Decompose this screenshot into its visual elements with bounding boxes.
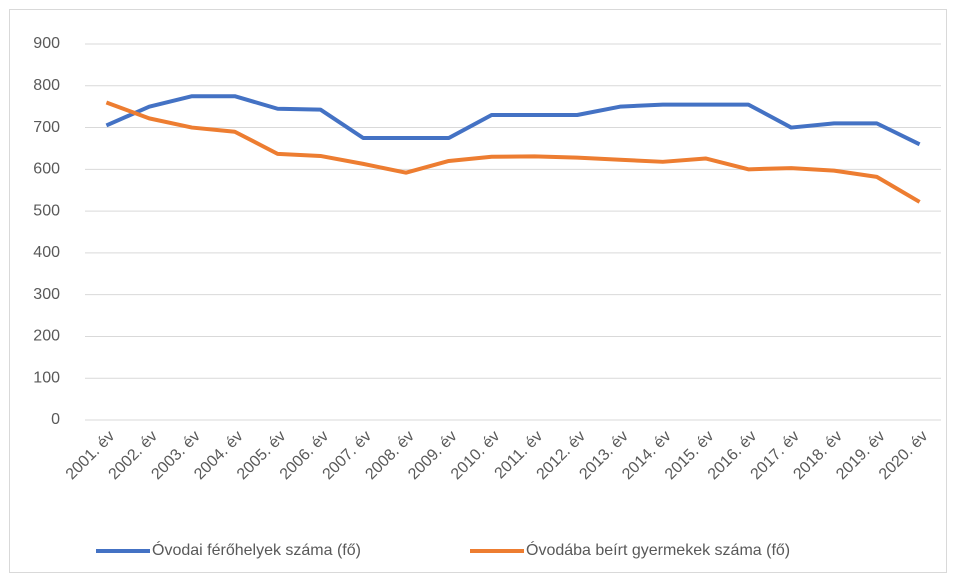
- line-series: [105, 100, 921, 204]
- y-tick-label: 0: [51, 411, 60, 428]
- line-series: [105, 94, 921, 147]
- y-tick-label: 700: [33, 119, 60, 136]
- y-tick-label: 600: [33, 161, 60, 178]
- y-tick-label: 100: [33, 369, 60, 386]
- y-tick-label: 500: [33, 202, 60, 219]
- legend-label: Óvodába beírt gyermekek száma (fő): [526, 540, 790, 559]
- y-tick-label: 200: [33, 328, 60, 345]
- chart-frame: [9, 9, 947, 573]
- y-tick-label: 400: [33, 244, 60, 261]
- y-tick-label: 300: [33, 286, 60, 303]
- y-tick-label: 900: [33, 35, 60, 52]
- legend-label: Óvodai férőhelyek száma (fő): [152, 540, 361, 559]
- y-tick-label: 800: [33, 77, 60, 94]
